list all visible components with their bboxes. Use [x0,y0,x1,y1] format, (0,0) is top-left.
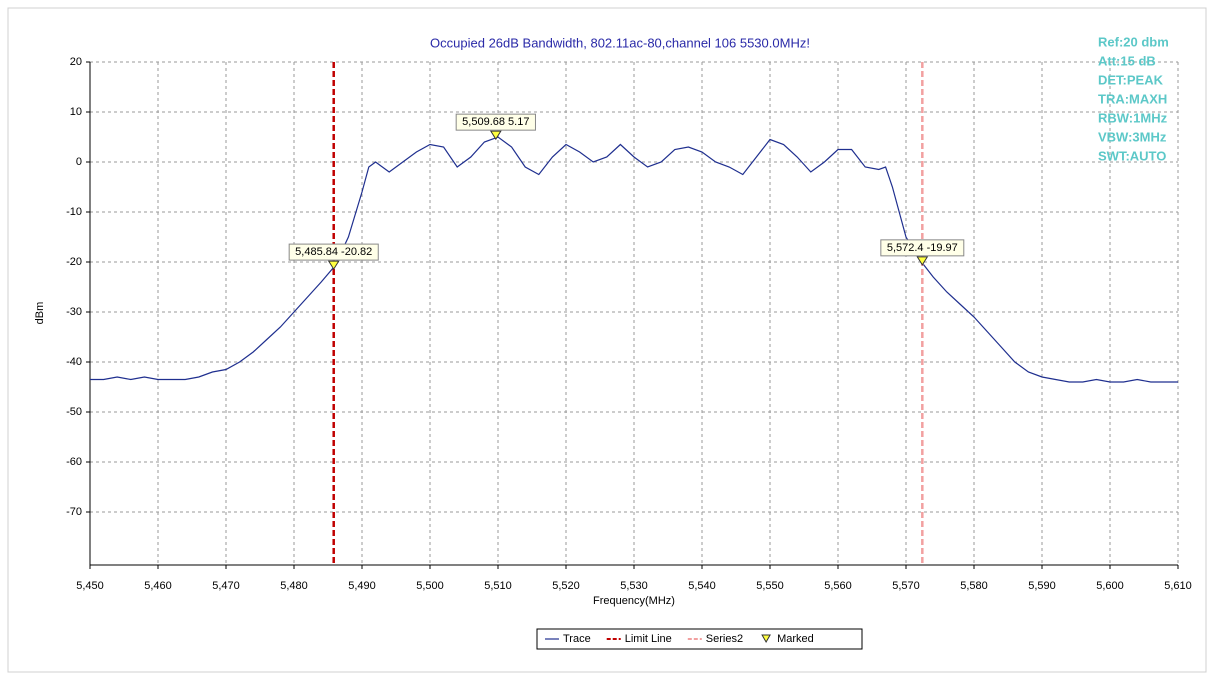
y-tick-label: -30 [66,306,82,318]
chart-title: Occupied 26dB Bandwidth, 802.11ac-80,cha… [430,35,810,50]
marker [327,260,340,271]
plot-area [90,62,1178,565]
x-tick-label: 5,450 [76,580,104,592]
x-tick-label: 5,500 [416,580,444,592]
legend-label: Series2 [706,633,743,645]
setting-annotation: DET:PEAK [1098,72,1164,87]
marker [489,130,502,141]
x-tick-label: 5,470 [212,580,240,592]
marker-label-box [288,243,379,261]
x-tick-label: 5,530 [620,580,648,592]
legend-label: Limit Line [625,633,672,645]
y-tick-label: -10 [66,206,82,218]
y-tick-label: -70 [66,506,82,518]
legend-label: Marked [777,633,814,645]
x-tick-label: 5,540 [688,580,716,592]
x-tick-label: 5,510 [484,580,512,592]
x-tick-label: 5,550 [756,580,784,592]
legend [536,628,863,650]
y-tick-label: -50 [66,406,82,418]
x-tick-label: 5,490 [348,580,376,592]
x-tick-label: 5,480 [280,580,308,592]
setting-annotation: Ref:20 dbm [1098,34,1169,49]
legend-label: Trace [563,633,591,645]
y-tick-label: -40 [66,356,82,368]
y-tick-label: -20 [66,256,82,268]
x-tick-label: 5,520 [552,580,580,592]
y-tick-label: 10 [70,106,82,118]
y-tick-label: -60 [66,456,82,468]
x-tick-label: 5,610 [1164,580,1192,592]
x-tick-label: 5,560 [824,580,852,592]
x-tick-label: 5,460 [144,580,172,592]
x-tick-label: 5,570 [892,580,920,592]
legend-swatch [761,634,771,644]
setting-annotation: Att:15 dB [1098,53,1156,68]
x-tick-label: 5,600 [1096,580,1124,592]
y-axis-label: dBm [34,302,46,325]
setting-annotation: SWT:AUTO [1098,148,1166,163]
setting-annotation: TRA:MAXH [1098,91,1167,106]
x-tick-label: 5,580 [960,580,988,592]
marker [916,256,929,266]
marker-label: 5,572.4 -19.97 [887,242,958,254]
marker-label: 5,509.68 5.17 [462,116,529,128]
y-tick-label: 20 [70,56,82,68]
trace-line [90,136,1178,383]
y-tick-label: 0 [76,156,82,168]
setting-annotation: VBW:3MHz [1098,129,1167,144]
marker-label-box [880,239,965,257]
marker-label: 5,485.84 -20.82 [295,246,372,258]
marker-label-box [455,113,536,131]
setting-annotation: RBW:1MHz [1098,110,1168,125]
x-axis-label: Frequency(MHz) [593,595,675,607]
x-tick-label: 5,590 [1028,580,1056,592]
